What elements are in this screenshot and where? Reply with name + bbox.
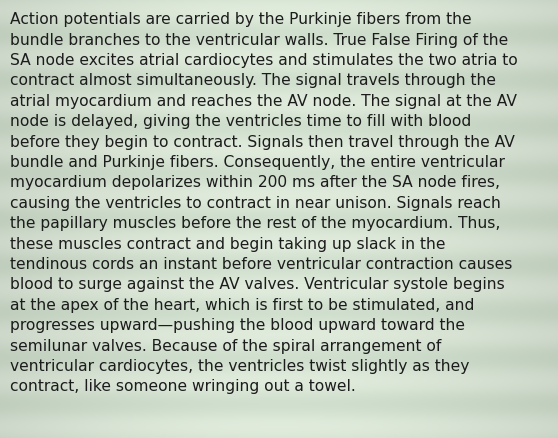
Text: Action potentials are carried by the Purkinje fibers from the
bundle branches to: Action potentials are carried by the Pur… — [10, 12, 518, 394]
